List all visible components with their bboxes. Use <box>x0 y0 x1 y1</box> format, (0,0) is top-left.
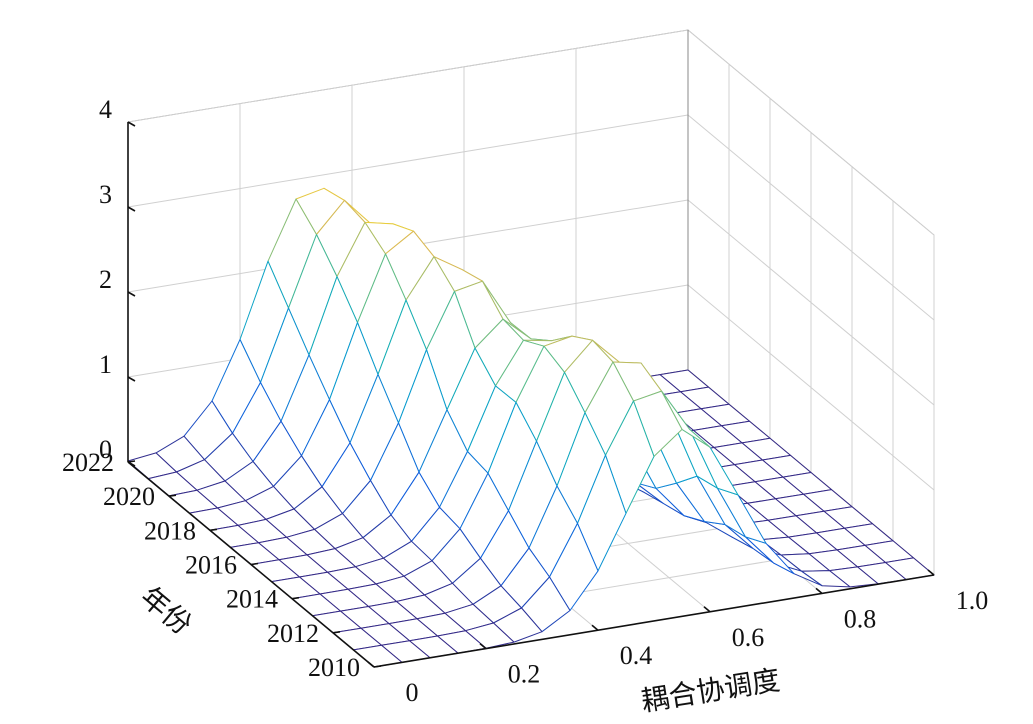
y-tick-label: 2010 <box>308 653 360 682</box>
y-tick-label: 2020 <box>103 482 155 511</box>
y-axis-label: 年份 <box>134 580 198 641</box>
grid-line <box>687 29 935 236</box>
y-tick <box>168 494 177 497</box>
x-tick <box>703 606 711 613</box>
z-tick <box>127 121 136 127</box>
axes <box>127 121 935 668</box>
x-tick <box>367 661 375 668</box>
grid-line <box>687 284 935 491</box>
x-tick-label: 0.6 <box>732 623 765 652</box>
x-tick-label: 0.2 <box>508 660 541 689</box>
y-tick <box>332 631 341 634</box>
y-tick-label: 2022 <box>62 448 114 477</box>
y-tick-label: 2018 <box>144 516 196 545</box>
x-tick-label: 0.4 <box>620 641 653 670</box>
x-tick-label: 0.8 <box>844 604 877 633</box>
x-tick-label: 0 <box>406 678 419 707</box>
x-tick <box>815 587 823 595</box>
y-tick-label: 2012 <box>267 619 319 648</box>
z-tick <box>127 461 136 467</box>
y-tick <box>209 528 218 532</box>
grid-line <box>127 114 689 208</box>
y-tick <box>373 665 382 668</box>
z-tick-label: 2 <box>99 265 112 294</box>
tick-labels: 00.20.40.60.81.0201020122014201620182020… <box>62 95 988 707</box>
z-tick <box>127 206 136 212</box>
z-tick <box>127 376 136 382</box>
y-tick <box>250 562 259 566</box>
grid-line <box>687 199 935 406</box>
y-tick-label: 2016 <box>185 551 237 580</box>
z-tick-label: 1 <box>99 350 112 379</box>
grid-line <box>687 114 935 321</box>
x-tick-label: 1.0 <box>956 586 989 615</box>
x-tick <box>927 569 935 576</box>
x-tick <box>479 642 487 650</box>
z-tick-label: 0 <box>99 435 112 464</box>
x-axis-label: 耦合协调度 <box>639 663 782 717</box>
y-tick <box>291 596 300 600</box>
z-tick <box>127 291 136 297</box>
y-tick-label: 2014 <box>226 585 278 614</box>
z-tick-label: 3 <box>99 180 112 209</box>
x-tick <box>591 624 599 631</box>
grid-line <box>127 29 689 123</box>
x-axis-line <box>373 574 935 668</box>
z-tick-label: 4 <box>99 95 112 124</box>
